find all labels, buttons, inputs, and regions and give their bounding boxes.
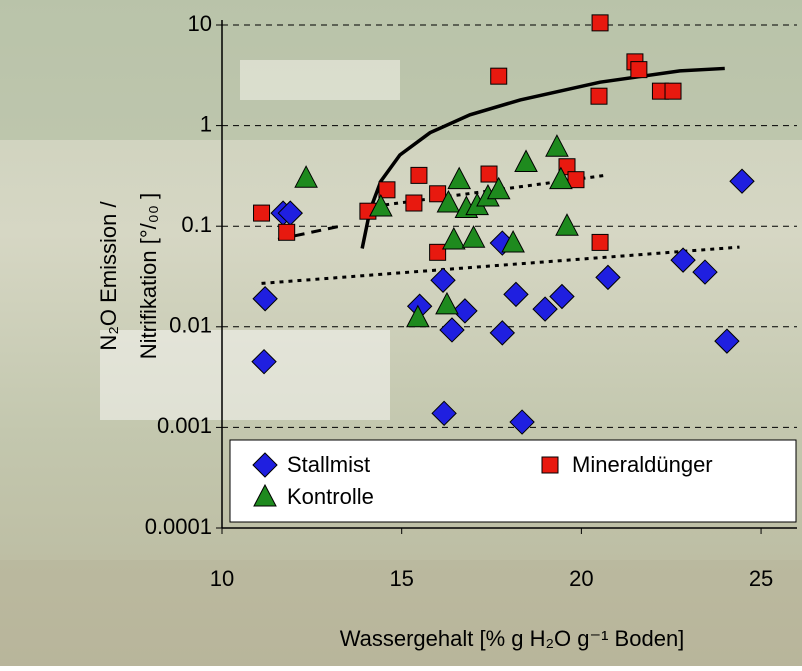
point bbox=[429, 185, 447, 203]
trend-line bbox=[261, 245, 740, 285]
point bbox=[503, 281, 529, 308]
point bbox=[369, 193, 393, 217]
x-tick-label: 15 bbox=[389, 566, 413, 591]
background-building bbox=[240, 60, 400, 100]
point bbox=[664, 82, 682, 100]
point bbox=[447, 166, 472, 190]
y-tick-label: 0.01 bbox=[169, 313, 212, 338]
point bbox=[252, 286, 278, 312]
y-tick-label: 0.1 bbox=[181, 212, 212, 237]
point bbox=[410, 166, 428, 184]
point bbox=[591, 233, 609, 251]
point bbox=[729, 168, 755, 194]
point bbox=[489, 320, 516, 346]
y-tick-label: 10 bbox=[188, 11, 212, 36]
point bbox=[714, 328, 740, 354]
point bbox=[590, 87, 608, 105]
trend-line bbox=[277, 224, 341, 241]
x-tick-label: 25 bbox=[749, 566, 773, 591]
y-axis-label: N₂O Emission / bbox=[96, 201, 121, 351]
background-trees bbox=[0, 0, 802, 140]
point bbox=[405, 194, 423, 212]
x-axis-label: Wassergehalt [% g H₂O g⁻¹ Boden] bbox=[340, 626, 685, 651]
point bbox=[692, 259, 718, 285]
point bbox=[452, 298, 478, 324]
point bbox=[480, 165, 498, 183]
legend-marker bbox=[541, 456, 559, 474]
point bbox=[378, 181, 396, 199]
point bbox=[670, 247, 696, 273]
legend-label: Kontrolle bbox=[287, 484, 374, 509]
point bbox=[430, 267, 456, 293]
legend-marker bbox=[253, 483, 277, 507]
legend bbox=[229, 439, 797, 523]
x-tick-label: 10 bbox=[210, 566, 234, 591]
point bbox=[630, 61, 648, 79]
x-tick-label: 20 bbox=[569, 566, 593, 591]
legend-label: Stallmist bbox=[287, 452, 370, 477]
point bbox=[490, 67, 508, 85]
point bbox=[509, 409, 535, 435]
point bbox=[436, 189, 461, 213]
point bbox=[549, 283, 575, 310]
point bbox=[406, 304, 430, 328]
point bbox=[429, 243, 447, 261]
point bbox=[431, 400, 457, 427]
point bbox=[441, 226, 466, 250]
point bbox=[591, 14, 609, 32]
point bbox=[549, 166, 573, 190]
point bbox=[595, 264, 621, 291]
point bbox=[294, 165, 318, 188]
point bbox=[486, 176, 511, 200]
legend-marker bbox=[252, 452, 278, 478]
y-tick-label: 0.001 bbox=[157, 413, 212, 438]
point bbox=[514, 149, 538, 172]
background-building bbox=[100, 330, 390, 420]
legend-label: Mineraldünger bbox=[572, 452, 713, 477]
point bbox=[251, 348, 277, 375]
background-field bbox=[0, 560, 802, 666]
point bbox=[435, 291, 459, 315]
point bbox=[461, 225, 486, 248]
point bbox=[567, 171, 585, 189]
y-tick-label: 1 bbox=[200, 111, 212, 136]
point bbox=[278, 223, 296, 241]
y-tick-label: 0.0001 bbox=[145, 514, 212, 539]
point bbox=[501, 229, 525, 253]
y-axis-label: Nitrifikation [°/₀₀ ] bbox=[136, 193, 161, 359]
point bbox=[545, 134, 569, 157]
point bbox=[532, 296, 558, 322]
point bbox=[253, 204, 271, 222]
point bbox=[555, 213, 579, 236]
point bbox=[439, 317, 465, 343]
